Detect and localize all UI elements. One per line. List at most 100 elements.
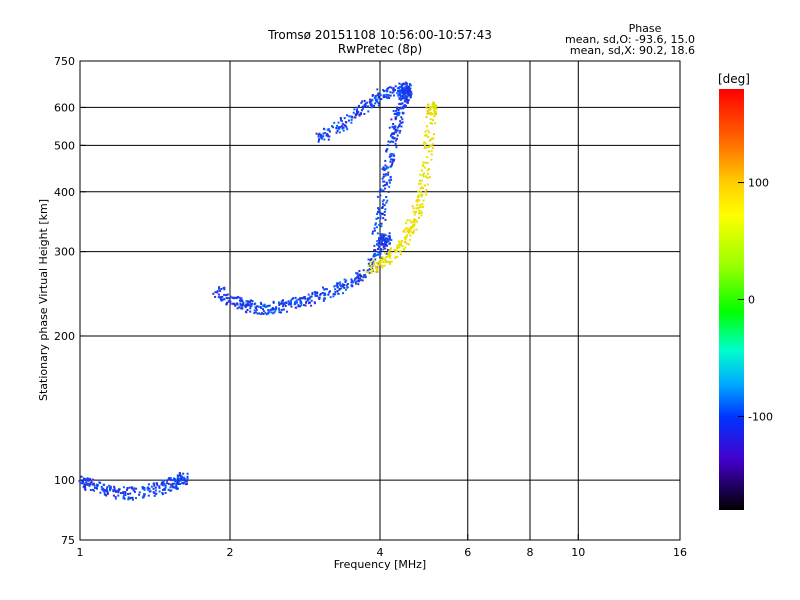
- point-e-region: [141, 496, 144, 499]
- point-x-trace: [411, 220, 414, 223]
- point-o-trace-lower: [270, 311, 273, 314]
- point-x-trace: [421, 187, 424, 190]
- point-o-trace-lower: [350, 278, 353, 281]
- point-o-trace-upper: [345, 121, 348, 124]
- point-e-region: [154, 493, 157, 496]
- point-e-region: [150, 485, 153, 488]
- point-x-trace: [409, 228, 412, 231]
- point-o-trace-upper: [402, 82, 405, 85]
- point-o-trace-upper: [397, 90, 399, 92]
- point-x-trace: [367, 264, 370, 267]
- point-o-trace-lower: [362, 269, 365, 272]
- point-x-trace: [386, 255, 389, 258]
- point-o-trace-upper: [393, 94, 395, 97]
- point-o-trace-f2: [376, 210, 379, 213]
- point-x-trace: [413, 213, 416, 216]
- point-o-trace-upper: [386, 88, 389, 90]
- point-x-trace: [376, 267, 379, 270]
- point-o-trace-lower: [281, 302, 284, 305]
- point-o-trace-lower: [262, 308, 264, 311]
- point-x-trace: [370, 267, 372, 270]
- point-o-trace-f2: [380, 237, 383, 240]
- point-o-trace-lower: [303, 297, 306, 300]
- point-x-trace: [433, 102, 435, 104]
- point-o-trace-lower: [289, 303, 292, 306]
- point-o-trace-upper: [398, 94, 401, 97]
- point-o-trace-f2: [391, 136, 394, 139]
- point-x-trace: [404, 246, 407, 249]
- point-x-trace: [398, 246, 401, 249]
- point-x-trace: [415, 207, 418, 210]
- point-o-trace-f2: [391, 158, 394, 161]
- point-e-region: [169, 477, 172, 480]
- point-o-trace-lower: [357, 274, 360, 277]
- point-o-trace-upper: [374, 102, 377, 105]
- point-e-region: [127, 496, 130, 499]
- point-o-trace-lower: [269, 309, 272, 311]
- point-o-trace-f2: [376, 232, 379, 235]
- point-x-trace: [431, 113, 434, 115]
- point-o-trace-upper: [400, 83, 403, 86]
- point-o-trace-lower: [297, 304, 300, 307]
- point-o-trace-upper: [320, 137, 323, 140]
- point-o-trace-upper: [339, 117, 342, 119]
- point-x-trace: [396, 256, 399, 258]
- point-o-trace-lower: [386, 244, 388, 247]
- point-o-trace-lower: [334, 288, 337, 291]
- point-o-trace-f2: [389, 160, 392, 163]
- point-o-trace-f2: [406, 101, 409, 104]
- point-o-trace-lower: [327, 293, 330, 296]
- point-o-trace-lower: [259, 301, 262, 304]
- data-points: [78, 81, 438, 501]
- point-o-trace-f2: [394, 118, 397, 121]
- point-o-trace-lower: [379, 251, 382, 254]
- point-o-trace-lower: [387, 240, 390, 242]
- point-o-trace-lower: [245, 304, 248, 307]
- point-o-trace-upper: [401, 84, 404, 87]
- point-o-trace-lower: [343, 286, 346, 289]
- point-o-trace-f2: [394, 129, 397, 132]
- point-o-trace-upper: [363, 99, 366, 102]
- point-o-trace-upper: [390, 86, 393, 89]
- point-o-trace-lower: [297, 305, 300, 308]
- point-o-trace-lower: [372, 255, 375, 258]
- point-o-trace-upper: [387, 94, 390, 97]
- point-o-trace-lower: [271, 308, 274, 311]
- point-x-trace: [411, 205, 414, 208]
- point-o-trace-f2: [385, 167, 388, 170]
- point-x-trace: [419, 182, 422, 185]
- point-o-trace-upper: [324, 131, 327, 134]
- point-o-trace-lower: [240, 299, 243, 302]
- point-o-trace-lower: [256, 312, 259, 315]
- point-o-trace-lower: [223, 298, 226, 301]
- point-x-trace: [428, 168, 431, 170]
- point-o-trace-f2: [390, 134, 392, 137]
- point-x-trace: [429, 138, 432, 141]
- point-o-trace-upper: [367, 110, 370, 113]
- point-o-trace-f2: [401, 118, 404, 121]
- point-o-trace-f2: [385, 182, 388, 185]
- point-o-trace-lower: [353, 279, 356, 282]
- point-o-trace-lower: [380, 234, 383, 237]
- point-o-trace-f2: [394, 142, 397, 145]
- point-e-region: [82, 485, 85, 488]
- point-o-trace-upper: [363, 113, 366, 115]
- point-o-trace-upper: [360, 113, 362, 116]
- point-o-trace-lower: [326, 288, 328, 291]
- point-o-trace-lower: [362, 276, 365, 279]
- point-o-trace-lower: [294, 300, 297, 303]
- point-o-trace-lower: [309, 301, 311, 304]
- point-o-trace-f2: [377, 248, 379, 250]
- point-e-region: [96, 483, 99, 486]
- point-e-region: [99, 491, 102, 494]
- point-o-trace-lower: [234, 304, 237, 307]
- point-x-trace: [408, 230, 411, 233]
- point-o-trace-lower: [300, 302, 303, 305]
- point-o-trace-lower: [275, 308, 278, 310]
- point-o-trace-upper: [374, 95, 377, 97]
- point-e-region: [152, 487, 155, 490]
- point-o-trace-f2: [395, 109, 398, 112]
- point-e-region: [114, 490, 117, 493]
- point-x-trace: [417, 195, 420, 198]
- point-x-trace: [409, 234, 412, 237]
